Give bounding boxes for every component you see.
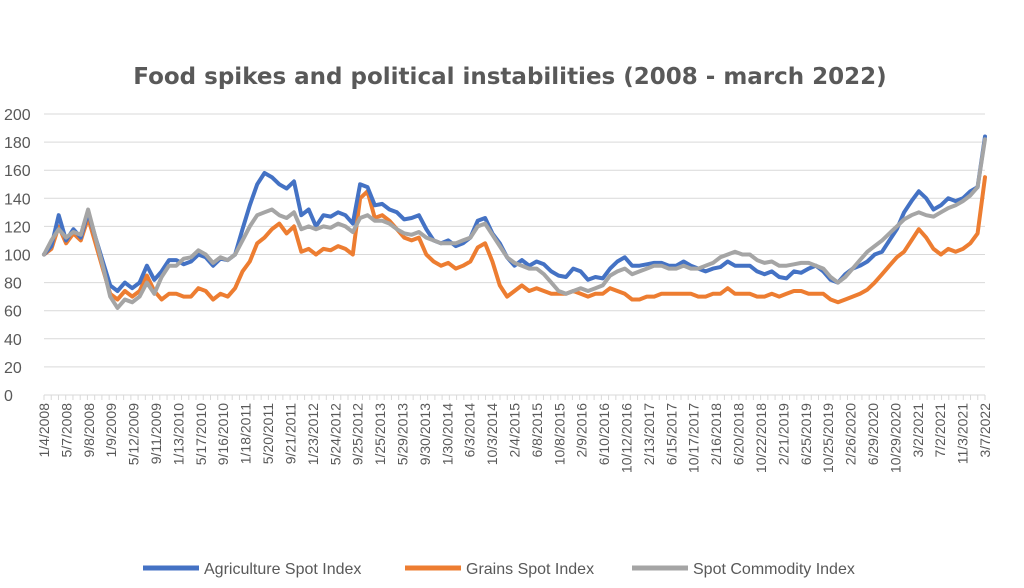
x-tick-label: 2/21/2019: [775, 403, 791, 465]
gridlines: [44, 113, 985, 396]
y-tick-label: 60: [4, 304, 22, 321]
x-tick-label: 9/8/2008: [81, 403, 97, 458]
x-tick-label: 6/25/2019: [798, 403, 814, 465]
x-tick-label: 6/3/2014: [462, 403, 478, 458]
x-tick-label: 11/3/2021: [955, 403, 971, 464]
x-tick-label: 2/13/2017: [641, 403, 657, 465]
x-tick-label: 10/25/2019: [820, 403, 836, 473]
legend: Agriculture Spot Index Grains Spot Index S…: [143, 561, 855, 578]
x-tick-label: 9/11/2009: [148, 403, 164, 464]
x-tick-label: 1/23/2012: [305, 403, 321, 465]
legend-label: Grains Spot Index: [466, 561, 594, 578]
legend-label: Spot Commodity Index: [693, 561, 855, 578]
x-tick-label: 5/7/2008: [58, 403, 74, 458]
x-tick-label: 5/29/2013: [394, 403, 410, 465]
x-tick-label: 10/17/2017: [686, 403, 702, 473]
x-tick-label: 1/25/2013: [372, 403, 388, 465]
x-tick-label: 1/18/2011: [238, 403, 254, 464]
series-line-spot-commodity-index: [42, 137, 987, 310]
y-tick-label: 180: [4, 135, 31, 152]
y-tick-label: 0: [4, 388, 13, 405]
y-tick-label: 100: [4, 248, 31, 265]
x-tick-label: 5/12/2009: [126, 403, 142, 465]
x-tick-label: 10/29/2020: [887, 403, 903, 473]
x-tick-label: 2/9/2016: [574, 403, 590, 458]
y-tick-label: 20: [4, 360, 22, 377]
x-tick-label: 10/12/2016: [619, 403, 635, 473]
x-tick-label: 1/9/2009: [103, 403, 119, 458]
y-tick-label: 40: [4, 332, 22, 349]
y-tick-label: 140: [4, 191, 31, 208]
legend-label: Agriculture Spot Index: [204, 561, 361, 578]
x-tick-label: 2/4/2015: [507, 403, 523, 458]
y-tick-label: 120: [4, 219, 31, 236]
x-tick-label: 5/17/2010: [193, 403, 209, 465]
x-tick-label: 1/13/2010: [170, 403, 186, 465]
y-tick-label: 80: [4, 276, 22, 293]
x-tick-label: 2/16/2018: [708, 403, 724, 465]
x-tick-label: 1/4/2008: [36, 403, 52, 458]
x-tick-label: 1/30/2014: [439, 403, 455, 465]
x-tick-label: 6/29/2020: [865, 403, 881, 465]
x-tick-label: 6/8/2015: [529, 403, 545, 458]
x-tick-label: 2/26/2020: [843, 403, 859, 465]
x-tick-label: 7/2/2021: [932, 403, 948, 458]
chart-title: Food spikes and political instabilities …: [133, 64, 886, 90]
x-tick-label: 9/16/2010: [215, 403, 231, 465]
x-tick-label: 6/10/2016: [596, 403, 612, 465]
x-tick-label: 5/20/2011: [260, 403, 276, 464]
x-tick-label: 9/21/2011: [282, 403, 298, 464]
x-tick-label: 6/15/2017: [663, 403, 679, 465]
y-tick-label: 160: [4, 163, 31, 180]
x-tick-label: 6/20/2018: [731, 403, 747, 465]
series-line-grains-spot-index: [42, 175, 987, 305]
x-tick-label: 5/24/2012: [327, 403, 343, 465]
x-tick-label: 10/22/2018: [753, 403, 769, 473]
y-tick-label: 200: [4, 107, 31, 124]
x-tick-label: 3/7/2022: [977, 403, 993, 458]
x-tick-label: 10/3/2014: [484, 403, 500, 465]
x-tick-label: 10/8/2015: [551, 403, 567, 465]
x-axis: 1/4/2008 5/7/2008 9/8/2008 1/9/2009 5/12/200…: [36, 395, 993, 473]
x-tick-label: 9/25/2012: [350, 403, 366, 465]
x-tick-label: 9/30/2013: [417, 403, 433, 465]
y-axis: 0 20 40 60 80 100 120 140 160 180 200: [4, 107, 31, 405]
x-tick-label: 3/2/2021: [910, 403, 926, 458]
series-lines: [42, 134, 987, 310]
